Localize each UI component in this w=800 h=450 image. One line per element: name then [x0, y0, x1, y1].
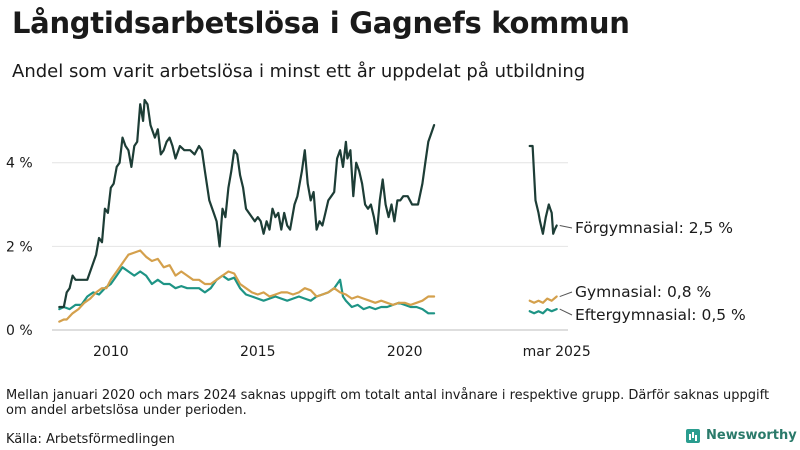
- chart-title: Långtidsarbetslösa i Gagnefs kommun: [12, 6, 630, 40]
- line-chart: 0 % 2 % 4 % 2010 2015 2020 mar 2025 Eftergymn…: [6, 98, 746, 360]
- gridlines: [52, 162, 568, 331]
- series-label-eftergymnasial: Eftergymnasial: 0,5 %: [575, 306, 746, 324]
- y-tick-label: 2 %: [6, 239, 33, 255]
- series-line-forgymnasial-0: [58, 98, 436, 309]
- y-tick-label: 4 %: [6, 156, 33, 172]
- end-labels: Eftergymnasial: 0,5 % Gymnasial: 0,8 % För…: [559, 219, 746, 324]
- y-axis: 0 % 2 % 4 %: [6, 156, 33, 339]
- chart-icon: [686, 428, 700, 443]
- series-line-gymnasial-0: [58, 249, 436, 323]
- label-connector-forgymnasial: [559, 224, 573, 229]
- brand-name: Newsworthy: [706, 428, 797, 443]
- series-line-eftergymnasial-1: [528, 308, 558, 315]
- x-tick-label: 2010: [93, 344, 129, 360]
- x-axis: 2010 2015 2020 mar 2025: [93, 344, 591, 360]
- brand-logo: Newsworthy: [686, 428, 797, 443]
- x-tick-label: mar 2025: [523, 344, 591, 360]
- footnote: Mellan januari 2020 och mars 2024 saknas…: [6, 388, 770, 418]
- y-tick-label: 0 %: [6, 323, 33, 339]
- x-tick-label: 2020: [387, 344, 423, 360]
- series-line-eftergymnasial-0: [58, 266, 436, 315]
- chart-subtitle: Andel som varit arbetslösa i minst ett å…: [12, 61, 586, 82]
- series-label-gymnasial: Gymnasial: 0,8 %: [575, 283, 711, 301]
- x-tick-label: 2015: [240, 344, 276, 360]
- series-label-forgymnasial: Förgymnasial: 2,5 %: [575, 219, 733, 237]
- label-connector-eftergymnasial: [559, 308, 573, 316]
- label-connector-gymnasial: [559, 291, 573, 298]
- series-line-gymnasial-1: [528, 295, 558, 304]
- source-text: Källa: Arbetsförmedlingen: [6, 432, 175, 447]
- series-line-forgymnasial-1: [528, 144, 558, 235]
- series-lines: [58, 98, 558, 323]
